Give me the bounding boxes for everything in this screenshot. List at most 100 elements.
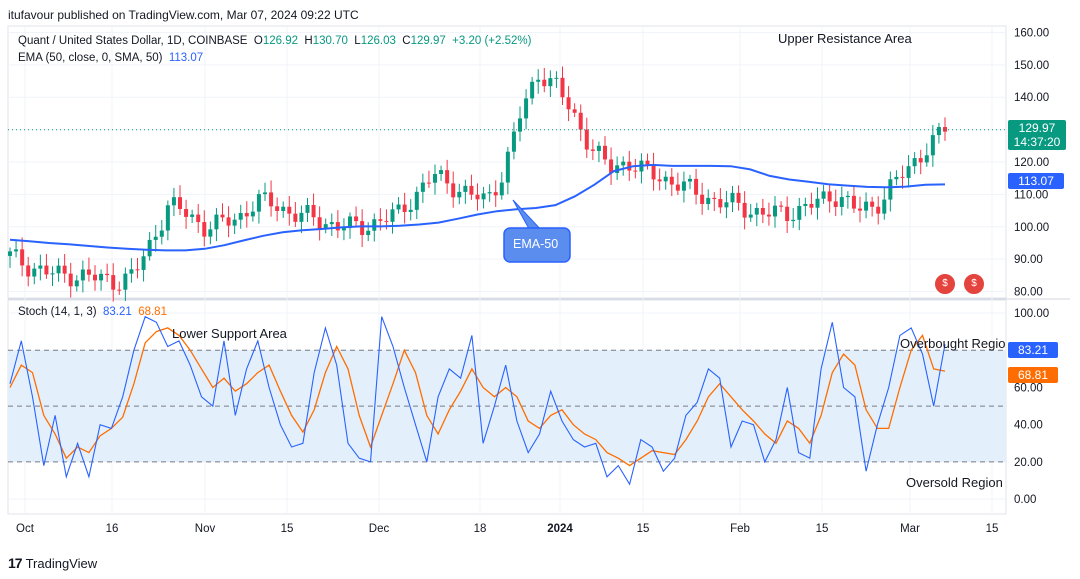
candle-body (712, 197, 717, 200)
candle-body (105, 273, 110, 276)
time-tick-label: Mar (900, 523, 920, 535)
candle-body (724, 202, 729, 208)
candle-body (766, 214, 771, 217)
candle-body (439, 170, 444, 175)
stoch-legend-label: Stoch (14, 1, 3) (18, 306, 97, 318)
ema-legend[interactable]: EMA (50, close, 0, SMA, 50) 113.07 (18, 52, 203, 64)
event-flag-icon[interactable]: $ (963, 273, 985, 295)
candle-body (420, 182, 425, 192)
price-legend: Quant / United States Dollar, 1D, COINBA… (18, 35, 531, 47)
candle-body (426, 182, 431, 184)
candle-body (924, 155, 929, 163)
candle-body (56, 265, 61, 274)
time-tick-label: Feb (730, 523, 750, 535)
candle-body (493, 192, 498, 196)
price-tick-label: 120.00 (1014, 157, 1049, 169)
candle-body (178, 197, 182, 210)
candle-body (141, 256, 146, 270)
candle-body (390, 209, 395, 222)
time-tick-label: Dec (369, 523, 390, 535)
candle-body (305, 204, 310, 213)
upper-resistance-label: Upper Resistance Area (778, 31, 912, 46)
candle-body (311, 204, 316, 218)
candle-body (894, 176, 899, 180)
candle-body (263, 192, 267, 195)
candle-body (299, 212, 304, 222)
ema-price-badge: 113.07 (1008, 173, 1064, 189)
candle-body (451, 183, 456, 198)
price-tick-label: 160.00 (1014, 27, 1049, 39)
open-label: O (253, 35, 263, 47)
candle-body (317, 217, 322, 229)
candle-body (833, 201, 838, 207)
candle-body (706, 197, 711, 204)
candle-body (839, 197, 844, 207)
candle-body (663, 176, 668, 182)
stoch-levels (8, 349, 1006, 463)
candle-body (171, 197, 176, 206)
candle-body (487, 192, 492, 194)
candle-body (269, 192, 274, 207)
ema-legend-value: 113.07 (168, 52, 204, 64)
candle-body (244, 213, 249, 217)
event-flag-icon[interactable]: $ (934, 273, 956, 295)
candle-body (445, 170, 450, 184)
candle-body (936, 127, 941, 136)
stoch-tick-label: 0.00 (1014, 494, 1036, 506)
candle-body (414, 191, 419, 210)
stoch-k-badge: 83.21 (1008, 342, 1058, 358)
candle-body (275, 206, 280, 211)
candle-body (366, 230, 371, 236)
candle-body (548, 78, 553, 87)
candle-body (906, 166, 911, 178)
candle-body (718, 199, 723, 208)
candle-body (481, 193, 486, 200)
candle-body (530, 81, 535, 99)
time-tick-label: 16 (106, 523, 119, 535)
candle-body (135, 269, 140, 271)
time-axis-ticks: Oct 16 Nov 15 Dec 18 2024 15 Feb 15 Mar 15 (16, 523, 998, 535)
candle-body (584, 129, 589, 150)
candle-body (827, 191, 832, 202)
candle-body (238, 213, 243, 220)
candle-body (633, 170, 638, 172)
candle-body (736, 192, 741, 203)
price-tick-label: 90.00 (1014, 254, 1043, 266)
ema-callout-text: EMA-50 (513, 237, 559, 251)
time-tick-label: 18 (474, 523, 487, 535)
candle-body (518, 118, 522, 132)
candle-body (845, 195, 850, 198)
candle-body (511, 131, 516, 152)
candle-body (129, 269, 134, 274)
open-value: 126.92 (262, 35, 298, 47)
candle-body (293, 213, 298, 222)
tradingview-brand[interactable]: 17 TradingView (8, 555, 97, 571)
candle-body (505, 151, 510, 183)
stoch-legend[interactable]: Stoch (14, 1, 3) 83.21 68.81 (18, 306, 167, 318)
candle-body (8, 251, 12, 256)
high-value: 130.70 (312, 35, 348, 47)
oversold-label: Oversold Region (906, 475, 1003, 490)
candle-body (627, 161, 632, 171)
tradingview-brand-label: TradingView (25, 555, 98, 571)
candle-body (256, 194, 261, 212)
stoch-d-badge: 68.81 (1008, 367, 1058, 383)
stoch-tick-label: 40.00 (1014, 420, 1043, 432)
candle-body (918, 158, 923, 163)
candle-body (578, 112, 583, 130)
candle-body (341, 228, 346, 231)
candle-body (864, 201, 869, 211)
candle-body (870, 201, 875, 207)
price-tick-label: 110.00 (1014, 189, 1048, 201)
candle-body (196, 214, 201, 223)
stoch-legend-d: 68.81 (138, 306, 167, 318)
candle-body (232, 219, 237, 226)
candle-body (791, 219, 796, 222)
price-tick-label: 140.00 (1014, 92, 1049, 104)
candle-body (621, 161, 626, 166)
symbol-label[interactable]: Quant / United States Dollar, 1D, COINBA… (18, 35, 248, 47)
candle-body (773, 205, 777, 217)
time-tick-label: Nov (195, 523, 216, 535)
publisher-line: itufavour published on TradingView.com, … (8, 8, 359, 22)
